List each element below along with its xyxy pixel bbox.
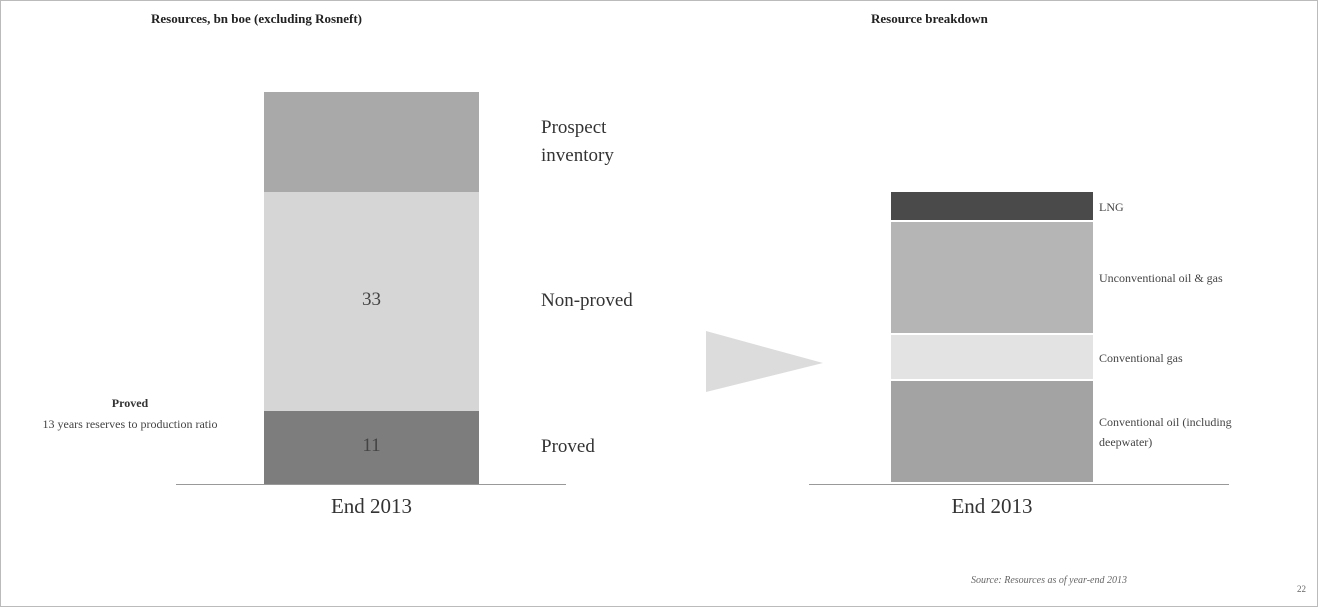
- arrow: [706, 331, 823, 392]
- source: Source: Resources as of year-end 2013: [971, 575, 1127, 586]
- legend-label: Conventional oil (including deepwater): [1099, 415, 1232, 450]
- bar-segment: [264, 92, 479, 192]
- chart-title: Resource breakdown: [871, 11, 988, 26]
- data-label: 33: [362, 289, 381, 311]
- legend-label: Non-proved: [541, 289, 633, 311]
- page-number: 22: [1297, 584, 1306, 594]
- x-tick-label: End 2013: [951, 494, 1033, 518]
- axis-line: [809, 484, 1229, 485]
- data-label: 11: [362, 435, 381, 457]
- chart-title: Resources, bn boe (excluding Rosneft): [151, 11, 363, 26]
- legend-label: Unconventional oil & gas: [1099, 271, 1223, 286]
- legend-label: Prospect inventory: [541, 116, 614, 167]
- legend-label: Conventional gas: [1099, 350, 1183, 365]
- bar-segment: [264, 191, 479, 411]
- axis-line: [176, 484, 566, 485]
- bar-segment: [891, 191, 1093, 220]
- bar-segment: [264, 410, 479, 484]
- bar-segment: [891, 334, 1093, 380]
- legend-label: Proved: [541, 435, 595, 457]
- bar-segment: [891, 221, 1093, 333]
- bar-segment: [891, 381, 1093, 482]
- x-tick-label: End 2013: [330, 494, 413, 518]
- annotation-text: 13 years reserves to production ratio: [42, 417, 218, 431]
- legend-label: LNG: [1099, 199, 1124, 214]
- annotation-title: Proved: [111, 396, 149, 410]
